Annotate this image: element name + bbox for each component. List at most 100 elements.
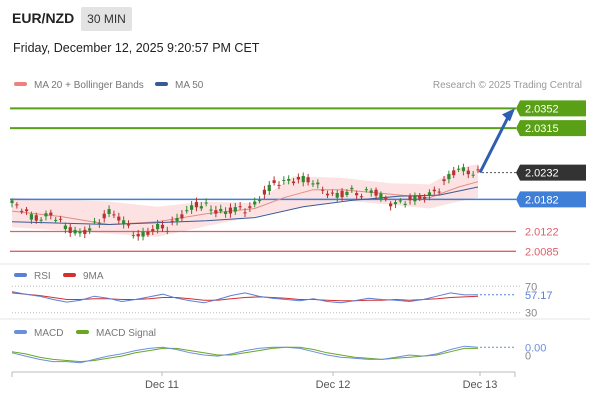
- candle-body: [452, 170, 456, 176]
- pivot-label: 2.0182: [525, 194, 559, 206]
- candle-body: [102, 213, 106, 219]
- candle-body: [296, 176, 300, 180]
- candle-body: [44, 213, 48, 217]
- candle-body: [136, 233, 140, 237]
- forecast-arrow: [478, 114, 511, 174]
- rsi-ma-swatch: [63, 273, 76, 278]
- candle-body: [306, 177, 310, 183]
- candle-body: [58, 218, 63, 220]
- candle-body: [287, 178, 291, 181]
- candle-body: [146, 231, 150, 235]
- candle-body: [10, 200, 14, 204]
- resistance-1-tag: [516, 120, 586, 137]
- timeframe-badge[interactable]: 30 MIN: [81, 7, 132, 31]
- resistance-1-label: 2.0315: [525, 123, 559, 135]
- candle-body: [165, 231, 169, 233]
- rsi-last-value: 57.17: [525, 290, 553, 302]
- rsi-tick-30: 30: [525, 308, 537, 320]
- symbol-title: EUR/NZD: [12, 10, 75, 26]
- candle-body: [427, 192, 432, 196]
- rsi-ma-line: [11, 292, 479, 302]
- legend-ma20: MA 20 + Bollinger Bands: [14, 80, 144, 91]
- candle-body: [233, 207, 237, 212]
- candle-body: [253, 201, 257, 205]
- candle-body: [156, 224, 160, 230]
- x-tick-label: Dec 12: [316, 379, 351, 391]
- candle-body: [73, 230, 77, 234]
- candle-body: [291, 181, 296, 184]
- candle-body: [350, 187, 354, 190]
- legend-ma50: MA 50: [155, 80, 203, 91]
- candle-body: [15, 204, 19, 206]
- candle-body: [126, 224, 131, 226]
- macd-last-value: 0.00: [525, 342, 546, 354]
- candle-body: [335, 192, 339, 198]
- candle-body: [131, 235, 135, 237]
- candle-body: [325, 193, 330, 196]
- candle-body: [456, 168, 461, 170]
- candle-body: [398, 200, 402, 202]
- ma50-swatch: [155, 82, 168, 87]
- legend-rsi-ma-label: 9MA: [83, 271, 104, 282]
- resistance-2-label: 2.0352: [525, 103, 559, 115]
- candle-body: [92, 221, 97, 223]
- legend-macd-signal-label: MACD Signal: [96, 328, 157, 339]
- last-price-label: 2.0232: [525, 168, 559, 180]
- support-1-label: 2.0122: [525, 226, 559, 238]
- candle-body: [301, 175, 305, 183]
- candle-body: [272, 180, 276, 184]
- candle-body: [413, 195, 417, 202]
- candle-body: [199, 206, 203, 209]
- forecast-arrowhead: [502, 108, 515, 122]
- legend-macd-signal: MACD Signal: [76, 328, 156, 339]
- candle-body: [393, 202, 398, 205]
- candle-body: [185, 210, 189, 212]
- bollinger-band: [12, 164, 478, 237]
- candle-body: [277, 184, 281, 186]
- candle-body: [461, 167, 466, 172]
- candle-body: [447, 174, 451, 180]
- candle-body: [262, 189, 267, 195]
- x-tick-label: Dec 13: [463, 379, 498, 391]
- pivot-tag: [516, 191, 586, 208]
- candle-body: [209, 209, 213, 211]
- legend-ma20-label: MA 20 + Bollinger Bands: [34, 80, 144, 91]
- macd-signal-line: [11, 346, 478, 363]
- candle-body: [107, 209, 111, 214]
- candle-body: [330, 192, 334, 194]
- candle-body: [160, 224, 165, 229]
- candle-body: [204, 202, 208, 204]
- candle-body: [63, 225, 67, 230]
- macd-tick-0: 0: [525, 351, 531, 363]
- candle-body: [180, 214, 184, 219]
- rsi-line: [11, 291, 479, 304]
- candle-body: [175, 217, 179, 222]
- candle-body: [228, 207, 233, 214]
- ma50-line: [11, 186, 479, 226]
- candle-body: [117, 216, 121, 221]
- candle-body: [97, 222, 101, 224]
- legend-rsi-label: RSI: [34, 271, 51, 282]
- candle-body: [340, 190, 344, 198]
- candle-body: [267, 184, 271, 192]
- candle-body: [83, 229, 87, 234]
- candle-body: [248, 206, 252, 208]
- candle-body: [257, 200, 262, 202]
- support-2-label: 2.0085: [525, 246, 559, 258]
- resistance-2-tag: [516, 100, 586, 117]
- candle-body: [194, 201, 199, 208]
- candle-body: [54, 220, 58, 222]
- candle-body: [321, 189, 325, 191]
- candle-body: [29, 214, 34, 220]
- candle-body: [282, 179, 286, 181]
- timestamp: Friday, December 12, 2025 9:20:57 PM CET: [13, 41, 260, 55]
- candle-body: [418, 195, 422, 199]
- macd-line: [11, 345, 479, 364]
- candle-body: [403, 203, 407, 205]
- candle-body: [141, 231, 145, 237]
- candle-body: [243, 212, 247, 214]
- last-price-tag: [516, 164, 586, 181]
- candle-body: [389, 203, 393, 207]
- ma20-swatch: [14, 82, 27, 87]
